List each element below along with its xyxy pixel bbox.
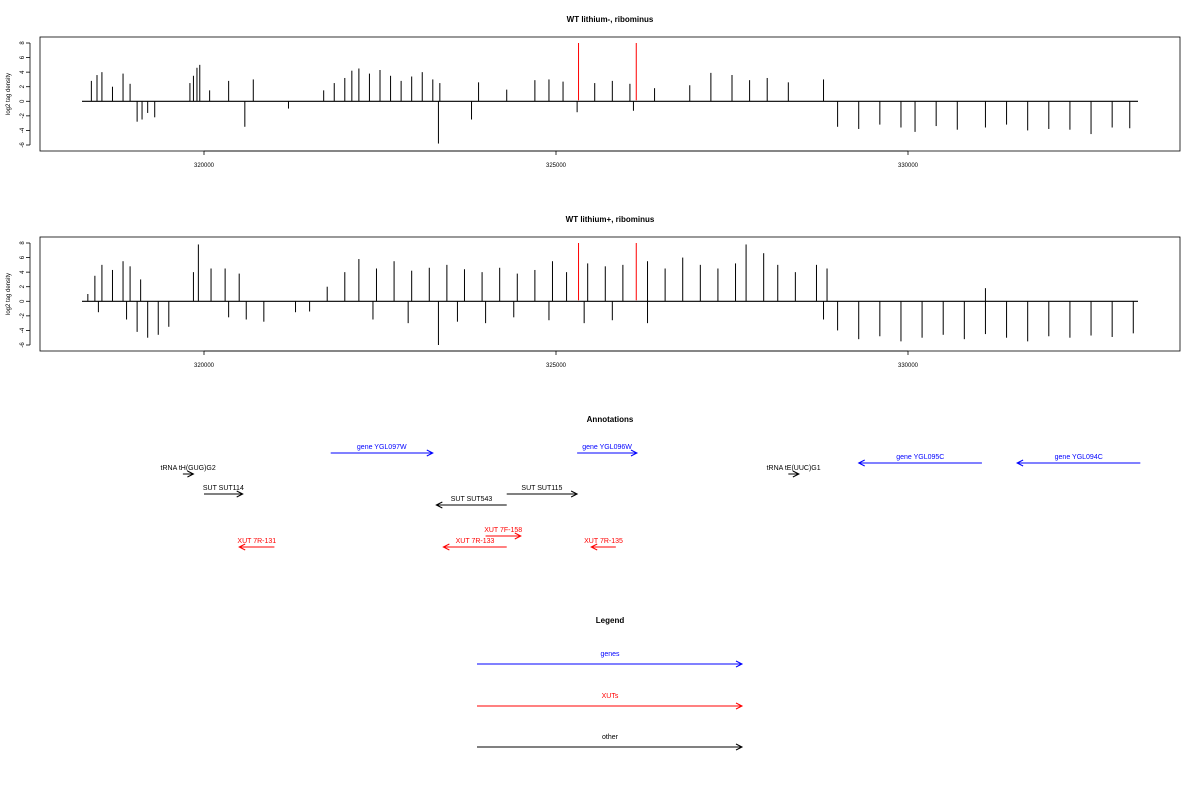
annotation-arrow bbox=[182, 470, 195, 478]
annotation-label: gene YGL096W bbox=[582, 444, 632, 451]
annotation-label: gene YGL094C bbox=[1055, 454, 1103, 461]
y-tick-label: 6 bbox=[20, 55, 26, 59]
panel-1-highlight-lines bbox=[578, 43, 637, 101]
y-tick-label: 0 bbox=[20, 299, 26, 303]
panel-1-x-axis: 320000 325000 330000 bbox=[194, 150, 919, 169]
annotation-label: SUT SUT543 bbox=[451, 496, 493, 503]
y-tick-label: 4 bbox=[20, 270, 26, 274]
y-tick-label: -4 bbox=[20, 127, 26, 133]
annotation-arrow bbox=[590, 543, 616, 551]
annotation-arrow bbox=[857, 459, 982, 467]
annotation-label: XUT 7F-158 bbox=[484, 527, 522, 534]
legend-label: other bbox=[602, 734, 619, 741]
legend-panel: Legend genes XUTs other bbox=[477, 616, 744, 751]
y-tick-label: 8 bbox=[20, 241, 26, 245]
y-tick-label: -6 bbox=[20, 142, 26, 148]
y-tick-label: -4 bbox=[20, 327, 26, 333]
annotation-arrow bbox=[506, 490, 579, 498]
annotation-label: XUT 7R-133 bbox=[456, 538, 495, 545]
annotation-arrow bbox=[788, 470, 800, 478]
panel-2-title: WT lithium+, ribominus bbox=[566, 215, 655, 224]
annotations-title: Annotations bbox=[587, 415, 634, 424]
panel-lithium-minus: WT lithium-, ribominus log2 tag density … bbox=[6, 15, 1181, 169]
panel-1-title: WT lithium-, ribominus bbox=[567, 15, 654, 24]
legend-arrow bbox=[477, 702, 744, 710]
panel-1-y-axis: 8 6 4 2 0 -2 -4 -6 bbox=[20, 41, 31, 148]
annotation-label: SUT SUT114 bbox=[203, 485, 244, 492]
annotation-arrow bbox=[238, 543, 275, 551]
x-tick-label: 320000 bbox=[194, 363, 215, 369]
panel-2-highlight-lines bbox=[578, 243, 637, 301]
y-tick-label: 0 bbox=[20, 99, 26, 103]
annotation-arrow bbox=[442, 543, 507, 551]
legend-items: genes XUTs other bbox=[477, 651, 744, 751]
panel-1-frame bbox=[39, 36, 1181, 152]
y-tick-label: -2 bbox=[20, 113, 26, 119]
annotation-arrow bbox=[204, 490, 244, 498]
y-tick-label: -6 bbox=[20, 342, 26, 348]
panel-2-y-axis: 8 6 4 2 0 -2 -4 -6 bbox=[20, 241, 31, 348]
annotation-label: tRNA tH(GUG)G2 bbox=[161, 465, 216, 472]
x-tick-label: 320000 bbox=[194, 163, 215, 169]
x-tick-label: 325000 bbox=[546, 363, 567, 369]
x-tick-label: 325000 bbox=[546, 163, 567, 169]
x-tick-label: 330000 bbox=[898, 363, 919, 369]
panel-1-bars bbox=[90, 64, 1131, 144]
annotation-features: gene YGL097W gene YGL096W gene YGL095C gene… bbox=[161, 444, 1141, 551]
panel-2-bars bbox=[87, 244, 1134, 345]
legend-label: XUTs bbox=[602, 693, 619, 700]
y-tick-label: -2 bbox=[20, 313, 26, 319]
annotation-label: gene YGL097W bbox=[357, 444, 407, 451]
panel-1-ylabel: log2 tag density bbox=[6, 73, 12, 115]
annotation-arrow bbox=[485, 532, 522, 540]
annotations-panel: Annotations gene YGL097W gene YGL096Wgene… bbox=[161, 415, 1141, 551]
annotation-arrow bbox=[330, 449, 434, 457]
annotation-label: gene YGL095C bbox=[896, 454, 944, 461]
x-tick-label: 330000 bbox=[898, 163, 919, 169]
annotation-arrow bbox=[1016, 459, 1141, 467]
annotation-arrow bbox=[577, 449, 639, 457]
y-tick-label: 4 bbox=[20, 70, 26, 74]
legend-title: Legend bbox=[596, 616, 625, 625]
annotation-label: XUT 7R-131 bbox=[237, 538, 276, 545]
legend-arrow bbox=[477, 743, 744, 751]
y-tick-label: 8 bbox=[20, 41, 26, 45]
panel-2-ylabel: log2 tag density bbox=[6, 273, 12, 315]
panel-2-x-axis: 320000 325000 330000 bbox=[194, 350, 919, 369]
panel-lithium-plus: WT lithium+, ribominus log2 tag density … bbox=[6, 215, 1181, 369]
y-tick-label: 6 bbox=[20, 255, 26, 259]
legend-arrow bbox=[477, 660, 744, 668]
annotation-label: tRNA tE(UUC)G1 bbox=[767, 465, 821, 472]
y-tick-label: 2 bbox=[20, 84, 26, 88]
legend-label: genes bbox=[600, 651, 620, 658]
annotation-arrow bbox=[435, 501, 507, 509]
y-tick-label: 2 bbox=[20, 284, 26, 288]
annotation-label: SUT SUT115 bbox=[521, 485, 562, 492]
annotation-label: XUT 7R-135 bbox=[584, 538, 623, 545]
